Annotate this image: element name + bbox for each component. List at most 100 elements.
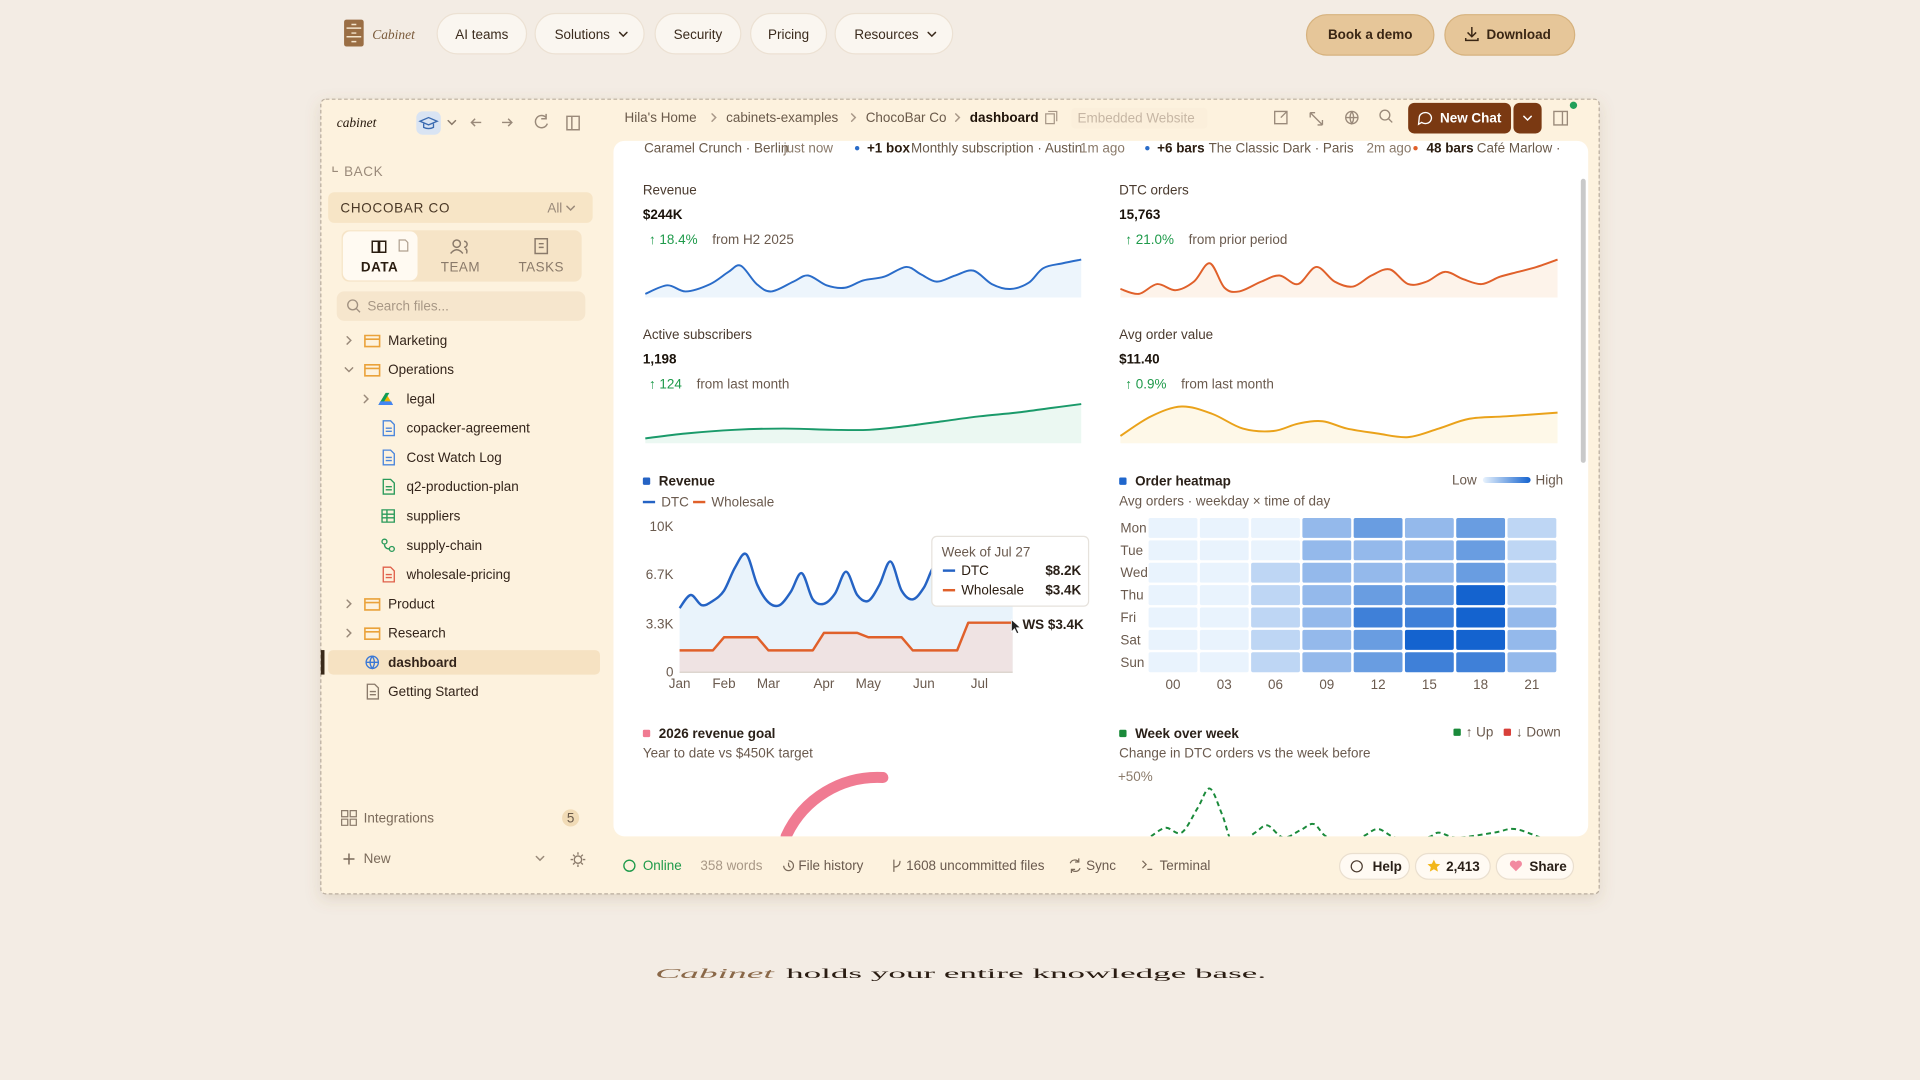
tab-label[interactable]: TEAM — [441, 259, 480, 274]
new-chat-menu[interactable] — [1513, 102, 1542, 134]
ticker-text: Caramel Crunch · Berlin — [644, 141, 788, 156]
nav-button[interactable] — [834, 12, 954, 55]
file-history[interactable]: File history — [798, 858, 863, 873]
new-chat-button[interactable] — [1408, 102, 1512, 134]
heat-cell — [1353, 585, 1403, 606]
nav-link[interactable]: Resources — [854, 27, 919, 42]
search-box[interactable] — [336, 291, 586, 321]
heat-cell — [1456, 629, 1506, 650]
stars-count[interactable]: 2,413 — [1446, 859, 1480, 874]
status-dot — [1569, 101, 1578, 109]
chevron — [954, 113, 961, 122]
heat-cell — [1353, 607, 1403, 628]
tree-item[interactable]: legal — [407, 391, 435, 406]
toolbar-icon[interactable] — [502, 118, 513, 127]
metric-note: from H2 2025 — [712, 231, 794, 246]
nav-button[interactable] — [750, 12, 828, 55]
logo-text[interactable]: Cabinet — [372, 27, 415, 42]
integrations-link[interactable]: Integrations — [364, 810, 435, 825]
metric-note: from last month — [1181, 376, 1274, 391]
mode-pill[interactable] — [416, 111, 441, 135]
tree-item[interactable]: copacker-agreement — [407, 421, 531, 436]
nav-button[interactable] — [534, 12, 645, 55]
terminal-icon — [1142, 860, 1153, 870]
new-chat-label[interactable]: New Chat — [1440, 111, 1502, 126]
metric-delta-line: ↑ 124 from last month — [649, 376, 789, 391]
back-link[interactable]: BACK — [344, 164, 383, 179]
tree-item[interactable]: Research — [388, 626, 446, 641]
nav-link[interactable]: Security — [674, 27, 723, 42]
help-button[interactable] — [1338, 852, 1411, 880]
sync[interactable]: Sync — [1086, 858, 1116, 873]
heat-cell — [1199, 517, 1249, 538]
header-icon[interactable] — [1309, 111, 1324, 126]
breadcrumb-item[interactable]: cabinets-examples — [726, 110, 838, 125]
x-tick-label: Feb — [712, 676, 735, 691]
metric-delta: ↑ 18.4% — [649, 231, 698, 246]
tree-item[interactable]: Cost Watch Log — [407, 450, 502, 465]
header-icon[interactable] — [1345, 110, 1359, 125]
nav-button[interactable] — [654, 12, 742, 55]
nav-link[interactable]: Pricing — [768, 27, 809, 42]
nav-link[interactable]: Solutions — [555, 27, 611, 42]
tree-item[interactable]: Product — [388, 596, 435, 611]
toolbar-icon[interactable] — [534, 113, 549, 129]
nav-button[interactable] — [436, 12, 528, 55]
breadcrumb-item[interactable]: Hila's Home — [624, 110, 696, 125]
column-label: 12 — [1371, 677, 1386, 692]
book-demo-label[interactable]: Book a demo — [1328, 27, 1412, 42]
tab-label[interactable]: TASKS — [518, 259, 564, 274]
terminal[interactable]: Terminal — [1160, 858, 1211, 873]
tree-item[interactable]: dashboard — [388, 655, 457, 670]
x-tick-label: Mar — [757, 676, 781, 691]
toolbar-icon[interactable] — [470, 118, 482, 127]
settings-icon[interactable] — [570, 852, 586, 867]
tab-label[interactable]: DATA — [361, 259, 398, 274]
heat-cell — [1251, 607, 1300, 628]
file-icon — [366, 683, 380, 700]
header-icon[interactable] — [1379, 109, 1393, 123]
nav-link[interactable]: AI teams — [455, 27, 508, 42]
workspace-box[interactable] — [328, 192, 593, 223]
tree-item[interactable]: q2-production-plan — [407, 479, 519, 494]
workspace-filter[interactable]: All — [547, 201, 562, 216]
help-icon — [1350, 860, 1363, 873]
breadcrumb-item[interactable]: ChocoBar Co — [866, 110, 947, 125]
new-icon — [343, 853, 355, 865]
legend-label: ↑ Up — [1466, 725, 1494, 740]
tree-item[interactable]: Marketing — [388, 333, 447, 348]
tree-item[interactable]: suppliers — [407, 509, 461, 524]
chevron — [711, 113, 717, 122]
copy-icon[interactable] — [1045, 110, 1058, 125]
tooltip-series: DTC — [961, 563, 989, 578]
book-demo-button[interactable] — [1305, 14, 1435, 56]
logo-icon-lines — [346, 23, 362, 43]
share-label[interactable]: Share — [1529, 859, 1567, 874]
download-button[interactable] — [1444, 14, 1576, 56]
download-label[interactable]: Download — [1487, 27, 1551, 42]
uncommitted-files[interactable]: 1608 uncommitted files — [906, 858, 1045, 873]
sparkline-line — [645, 403, 1082, 440]
legend-gradient — [1482, 476, 1531, 484]
help-label[interactable]: Help — [1373, 859, 1402, 874]
y-tick-label: 0 — [666, 665, 673, 680]
chevron — [927, 31, 937, 38]
header-icon[interactable] — [1274, 110, 1288, 125]
row-label: Thu — [1120, 588, 1143, 603]
chevron — [850, 113, 857, 122]
heat-cell — [1456, 607, 1506, 628]
panel-icon[interactable] — [1553, 110, 1569, 126]
tree-item[interactable]: Getting Started — [388, 684, 479, 699]
new-link[interactable]: New — [364, 851, 391, 866]
column-label: 03 — [1217, 677, 1232, 692]
tree-item[interactable]: Operations — [388, 362, 454, 377]
chart-subtitle: Year to date vs $450K target — [643, 746, 813, 761]
tree-item[interactable]: supply-chain — [407, 538, 483, 553]
tree-item[interactable]: wholesale-pricing — [406, 567, 511, 582]
share-button[interactable] — [1495, 852, 1575, 880]
file-icon — [382, 566, 395, 583]
toolbar-icon[interactable] — [566, 115, 580, 131]
stars-button[interactable] — [1414, 852, 1491, 880]
scrollbar — [1580, 178, 1586, 463]
